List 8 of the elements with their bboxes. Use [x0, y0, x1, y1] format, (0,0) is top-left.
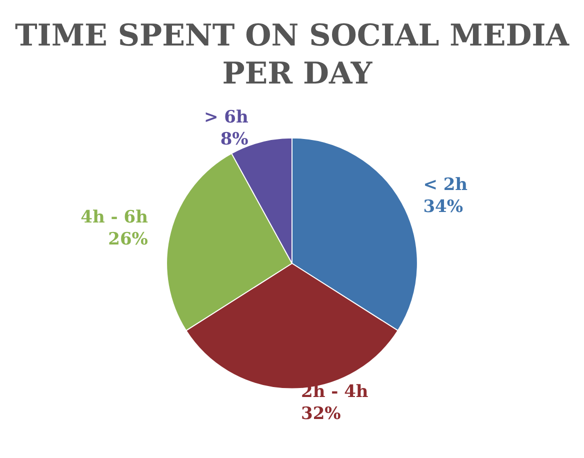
data-label: 32%	[301, 404, 341, 424]
data-label: 8%	[220, 129, 248, 150]
slice-label: 4h - 6h	[80, 208, 148, 228]
data-label: 26%	[108, 230, 148, 250]
slice-label: < 2h	[423, 175, 468, 196]
slice-label: > 6h	[204, 107, 248, 128]
data-label: 34%	[423, 197, 464, 218]
chart-title: TIME SPENT ON SOCIAL MEDIA PER DAY	[14, 18, 570, 92]
